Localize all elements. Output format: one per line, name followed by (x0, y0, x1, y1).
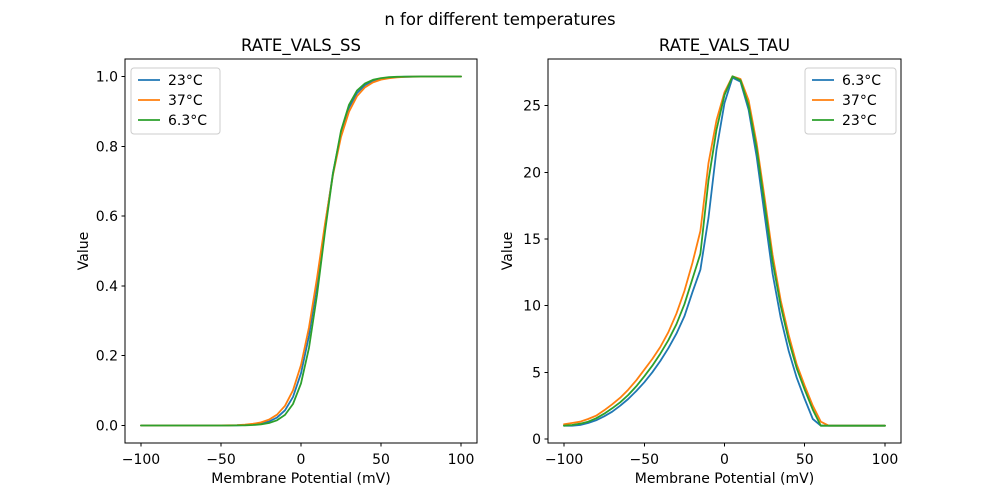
figure-suptitle: n for different temperatures (384, 10, 615, 29)
y-tick-label: 25 (523, 99, 541, 115)
y-axis-label: Value (76, 232, 92, 270)
x-tick-label: 100 (872, 452, 899, 468)
legend-label-6-3-c: 6.3°C (168, 113, 207, 129)
y-axis-label: Value (500, 232, 516, 270)
y-tick-label: 15 (523, 232, 541, 248)
y-tick-label: 0.0 (96, 419, 118, 435)
chart-rate-vals-tau: −100 −50 0 50 100 0 5 10 15 20 25 RATE_VALS_TAU Memb… (500, 36, 902, 487)
legend: 6.3°C 37°C 23°C (804, 67, 897, 135)
legend-label-23-c: 23°C (168, 73, 203, 89)
y-tick-label: 0.6 (96, 209, 118, 225)
axes-title: RATE_VALS_TAU (659, 36, 790, 56)
x-axis-label: Membrane Potential (mV) (211, 471, 390, 487)
y-tick-label: 20 (523, 165, 541, 181)
y-tick-label: 0.2 (96, 349, 118, 365)
x-tick-label: 50 (796, 452, 814, 468)
y-tick-label: 10 (523, 299, 541, 315)
y-tick-label: 5 (532, 365, 541, 381)
x-tick-label: −100 (545, 452, 583, 468)
legend: 23°C 37°C 6.3°C (130, 67, 221, 135)
x-tick-label: −100 (122, 452, 160, 468)
x-tick-label: −50 (629, 452, 659, 468)
y-tick-label: 0.4 (96, 279, 118, 295)
x-axis-label: Membrane Potential (mV) (635, 471, 814, 487)
axes-title: RATE_VALS_SS (241, 36, 361, 56)
y-tick-label: 1.0 (96, 69, 118, 85)
chart-rate-vals-ss: −100 −50 0 50 100 0.0 0.2 0.4 0.6 0.8 1.0 RATE_VALS… (76, 36, 478, 487)
y-tick-label: 0 (532, 432, 541, 448)
series-line-23-c (563, 75, 886, 427)
legend-label-6-3-c: 6.3°C (842, 73, 881, 89)
legend-box (804, 67, 897, 135)
legend-box (130, 67, 221, 135)
x-tick-label: 100 (448, 452, 475, 468)
legend-label-37-c: 37°C (842, 93, 877, 109)
y-tick-label: 0.8 (96, 139, 118, 155)
legend-label-37-c: 37°C (168, 93, 203, 109)
x-tick-label: 0 (720, 452, 729, 468)
x-tick-label: 50 (372, 452, 390, 468)
legend-label-23-c: 23°C (842, 113, 877, 129)
x-tick-label: −50 (206, 452, 236, 468)
x-tick-label: 0 (297, 452, 306, 468)
series-line-6-3-c (140, 75, 462, 427)
